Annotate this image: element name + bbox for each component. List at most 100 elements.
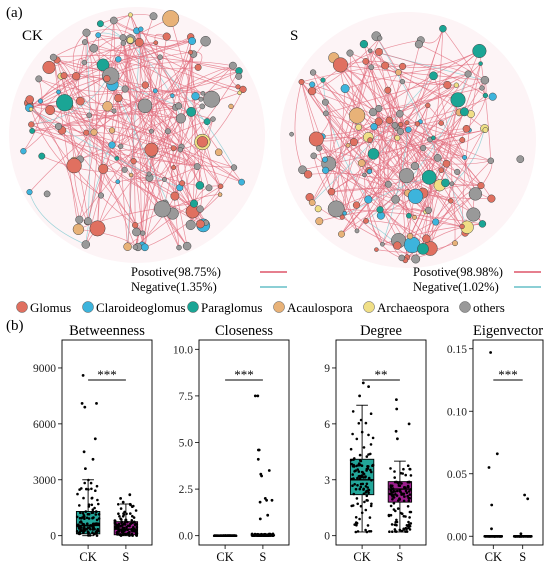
network-node <box>132 222 139 229</box>
data-point <box>120 520 124 524</box>
network-node <box>422 234 431 243</box>
data-point <box>359 482 363 486</box>
data-point <box>125 512 128 516</box>
network-node <box>332 57 349 73</box>
outlier-point <box>407 422 411 426</box>
data-point <box>371 464 374 468</box>
network-node <box>203 118 211 126</box>
data-point <box>86 524 89 527</box>
y-tick-label: 6000 <box>33 419 56 431</box>
network-node <box>123 242 132 251</box>
network-node <box>320 77 326 83</box>
network-edge <box>311 90 491 162</box>
outlier-point <box>394 429 398 433</box>
data-point <box>77 526 81 530</box>
network-node <box>196 205 204 213</box>
panel-a-label: (a) <box>6 5 23 21</box>
data-point <box>404 526 408 530</box>
y-tick-label: 0.05 <box>447 469 467 481</box>
network-node <box>425 206 432 214</box>
network-node <box>56 89 61 95</box>
network-node <box>450 92 466 108</box>
network-edge <box>30 108 204 226</box>
data-point <box>97 502 100 506</box>
data-point <box>92 522 95 526</box>
network-edge <box>118 58 199 70</box>
data-point <box>126 520 129 524</box>
plot-frame <box>61 339 153 546</box>
data-point <box>370 470 373 474</box>
network-edge <box>111 65 234 146</box>
network-node <box>298 78 305 85</box>
network-edge <box>396 127 468 228</box>
network-node <box>478 220 487 228</box>
data-point <box>350 462 354 466</box>
network-edge <box>342 176 430 218</box>
data-point <box>393 523 397 527</box>
data-point <box>76 523 80 526</box>
data-point <box>131 505 134 509</box>
network-node <box>310 152 317 160</box>
data-point <box>516 535 520 538</box>
network-node <box>196 136 209 148</box>
network-node <box>384 86 392 94</box>
data-point <box>351 473 355 476</box>
network-node <box>157 54 163 60</box>
data-point <box>366 524 370 527</box>
data-point <box>519 535 523 538</box>
data-point <box>406 505 410 508</box>
outlier-point <box>84 467 87 470</box>
data-point <box>90 496 94 500</box>
data-point <box>405 524 409 527</box>
data-point <box>404 489 408 493</box>
network-node <box>186 106 197 117</box>
network-node <box>75 96 85 106</box>
network-node <box>375 104 383 113</box>
network-edge <box>144 105 242 183</box>
network-edge <box>387 90 415 218</box>
network-node <box>393 241 402 250</box>
network-node <box>96 58 110 72</box>
network-edge <box>100 74 110 196</box>
data-point <box>402 499 406 503</box>
data-point <box>80 517 83 520</box>
network-node <box>298 165 307 175</box>
data-point <box>349 458 353 462</box>
data-point <box>395 518 398 522</box>
network-node <box>309 81 316 88</box>
significance-label: ** <box>375 367 388 382</box>
network-node <box>164 128 171 135</box>
network-node <box>108 141 116 149</box>
data-point <box>367 433 370 437</box>
data-point <box>399 511 403 515</box>
data-point <box>396 507 400 510</box>
network-node <box>414 121 421 127</box>
data-point <box>364 528 367 532</box>
data-point <box>390 493 394 497</box>
outlier-point <box>270 498 274 502</box>
data-point <box>122 512 125 515</box>
network-node <box>391 122 399 129</box>
network-node <box>410 162 419 171</box>
data-point <box>393 476 397 479</box>
network-edge <box>422 192 483 225</box>
network-edge <box>373 87 483 113</box>
network-node <box>315 217 324 226</box>
network-node <box>396 127 404 136</box>
network-node <box>459 107 469 117</box>
network-node <box>368 64 375 71</box>
data-point <box>97 513 101 516</box>
network-node <box>108 127 116 134</box>
network-edge <box>364 174 383 245</box>
network-edge <box>178 53 194 106</box>
network-node <box>120 40 127 46</box>
network-node <box>441 178 450 188</box>
network-node <box>200 35 211 47</box>
data-point <box>90 487 93 491</box>
x-tick-label: S <box>122 550 129 563</box>
network-node <box>235 84 241 90</box>
network-node <box>380 241 385 247</box>
network-node <box>161 177 167 182</box>
data-point <box>88 534 92 537</box>
data-point <box>95 484 99 488</box>
